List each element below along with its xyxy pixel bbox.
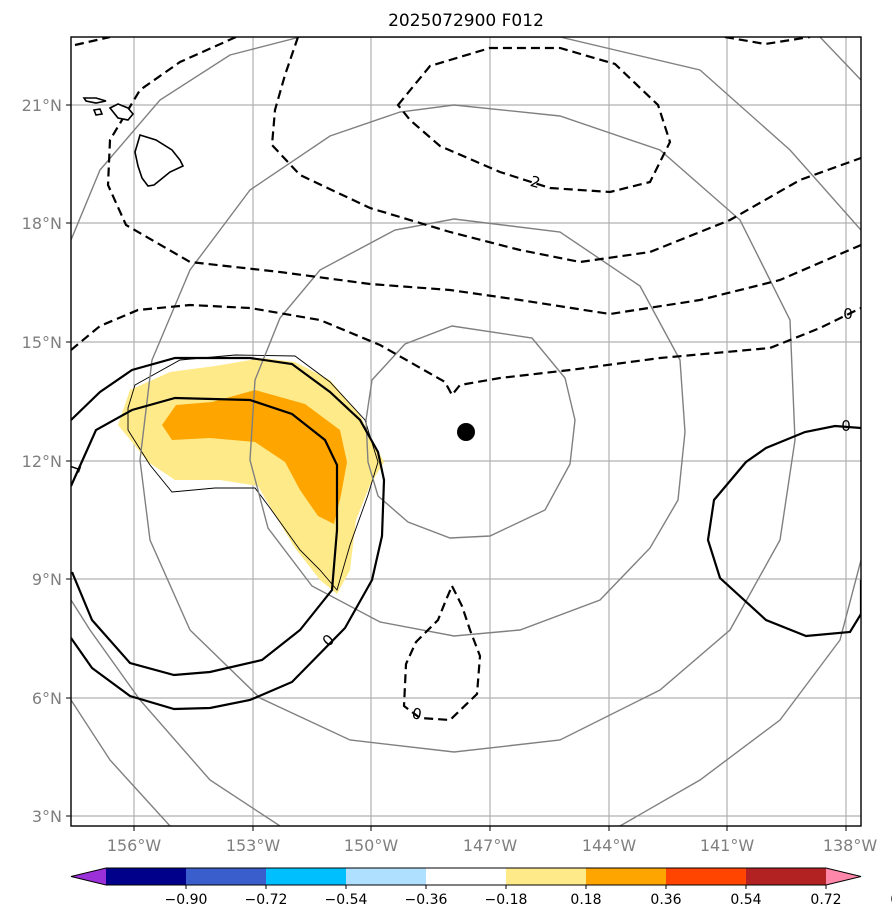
x-tick-label: 147°W [463,836,518,855]
colorbar-tick-label: −0.90 [165,892,208,908]
colorbar-tick-label: −0.18 [485,892,528,908]
y-tick-label: 15°N [22,333,62,352]
colorbar-segment [666,868,747,885]
colorbar-tick-label: −0.54 [325,892,368,908]
colorbar-tick-label: 0.18 [570,892,601,908]
x-tick-label: 150°W [344,836,399,855]
dashed-contour-left [106,37,861,316]
colorbar-tick-label: −0.36 [405,892,448,908]
colorbar-extend-min [71,868,106,885]
range-ring-3 [139,104,796,753]
x-tick-label: 153°W [226,836,281,855]
lanai [92,108,104,116]
range-ring-5 [71,37,861,826]
colorbar-tick-label: −0.72 [245,892,288,908]
colorbar-segment [266,868,347,885]
plot-content: 2 0 0 1 0 0 [71,37,861,826]
dashed-contours [71,37,861,722]
y-tick-label: 6°N [32,689,62,708]
x-axis: 156°W 153°W 150°W 147°W 144°W 141°W 138°… [107,826,878,855]
y-tick-label: 3°N [32,807,62,826]
solid-contour-0-right [706,424,861,638]
x-tick-label: 141°W [700,836,755,855]
colorbar-segment [106,868,187,885]
y-axis: 21°N 18°N 15°N 12°N 9°N 6°N 3°N [22,96,71,826]
maui [108,103,135,121]
y-tick-label: 18°N [22,214,62,233]
colorbar-tick-label: 0.90 [890,892,892,908]
dashed-contour-0 [71,303,861,397]
x-tick-label: 144°W [582,836,637,855]
gridlines [71,37,861,826]
contour-label: 0 [411,704,424,723]
dashed-contour-south [402,583,482,722]
y-tick-label: 12°N [22,452,62,471]
molokai [82,97,107,104]
anomaly-fill-dark [162,390,347,524]
dashed-contour-2-inner [396,46,672,194]
anomaly-thin-outline [127,354,379,591]
dashed-contour-top-left [74,37,111,47]
colorbar-outline [70,867,862,886]
map-title: 2025072900 F012 [388,11,544,31]
contour-labels: 2 0 0 1 0 0 [71,172,853,724]
colorbar-segment [506,868,587,885]
contour-label: 2 [528,172,542,192]
colorbar-tick-label: 0.54 [730,892,761,908]
center-marker [457,423,475,441]
solid-contour-0-outer [71,356,386,711]
colorbar: −0.90 −0.72 −0.54 −0.36 −0.18 0.18 0.36 0.54 0.7… [70,867,892,908]
big-island [134,133,185,187]
colorbar-segment [746,868,827,885]
colorbar-segment [346,868,427,885]
colorbar-tick-label: 0.36 [650,892,681,908]
contour-label: 0 [841,417,851,435]
range-rings [71,37,861,826]
solid-contour-1-inner [71,396,339,677]
colorbar-segment [586,868,667,885]
range-ring-4 [71,37,861,826]
y-tick-label: 21°N [22,96,62,115]
coastline-hawaii [82,97,185,187]
x-tick-label: 156°W [107,836,162,855]
range-ring-2 [249,218,686,637]
colorbar-extend-max [826,868,861,885]
colorbar-segment [186,868,267,885]
y-tick-label: 9°N [32,570,62,589]
colorbar-tick-label: 0.72 [810,892,841,908]
x-tick-label: 138°W [823,836,878,855]
colorbar-segment [426,868,507,885]
dashed-contour-top-right [724,37,811,46]
range-ring-1 [365,325,576,539]
plot-frame [70,36,862,827]
solid-contours [71,356,861,711]
dashed-contour-outer [270,37,861,264]
contour-label: 0 [843,305,853,323]
